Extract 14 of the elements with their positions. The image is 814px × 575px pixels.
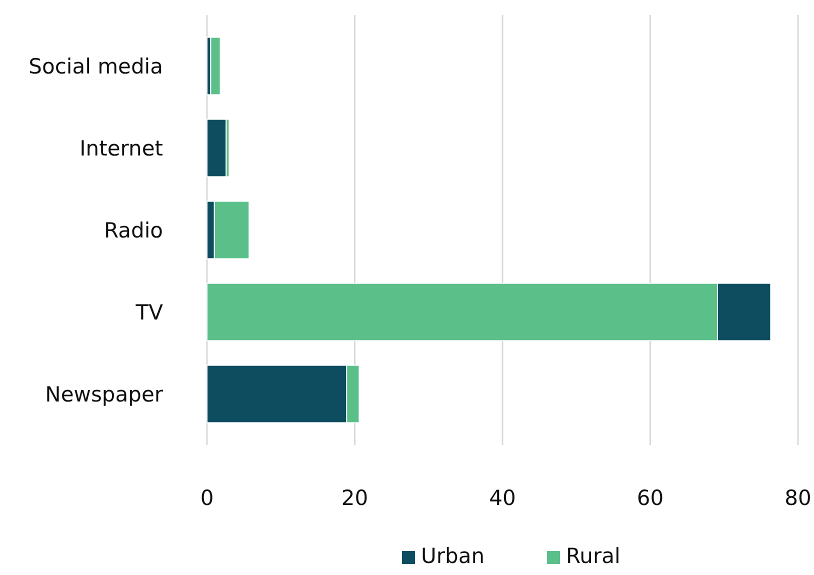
legend-label: Urban — [421, 544, 485, 568]
y-tick-label: Social media — [28, 54, 163, 78]
bar — [210, 36, 221, 96]
y-tick-label: Internet — [80, 136, 163, 160]
y-tick-label: TV — [134, 300, 164, 324]
x-tick-label: 80 — [784, 486, 812, 510]
x-tick-label: 60 — [636, 486, 664, 510]
x-tick-label: 40 — [489, 486, 516, 510]
x-tick-label: 20 — [341, 486, 368, 510]
y-tick-label: Radio — [104, 218, 163, 242]
legend-label: Rural — [566, 544, 620, 568]
y-tick-label: Newspaper — [45, 382, 164, 406]
x-tick-label: 0 — [200, 486, 214, 510]
bar — [206, 118, 227, 178]
